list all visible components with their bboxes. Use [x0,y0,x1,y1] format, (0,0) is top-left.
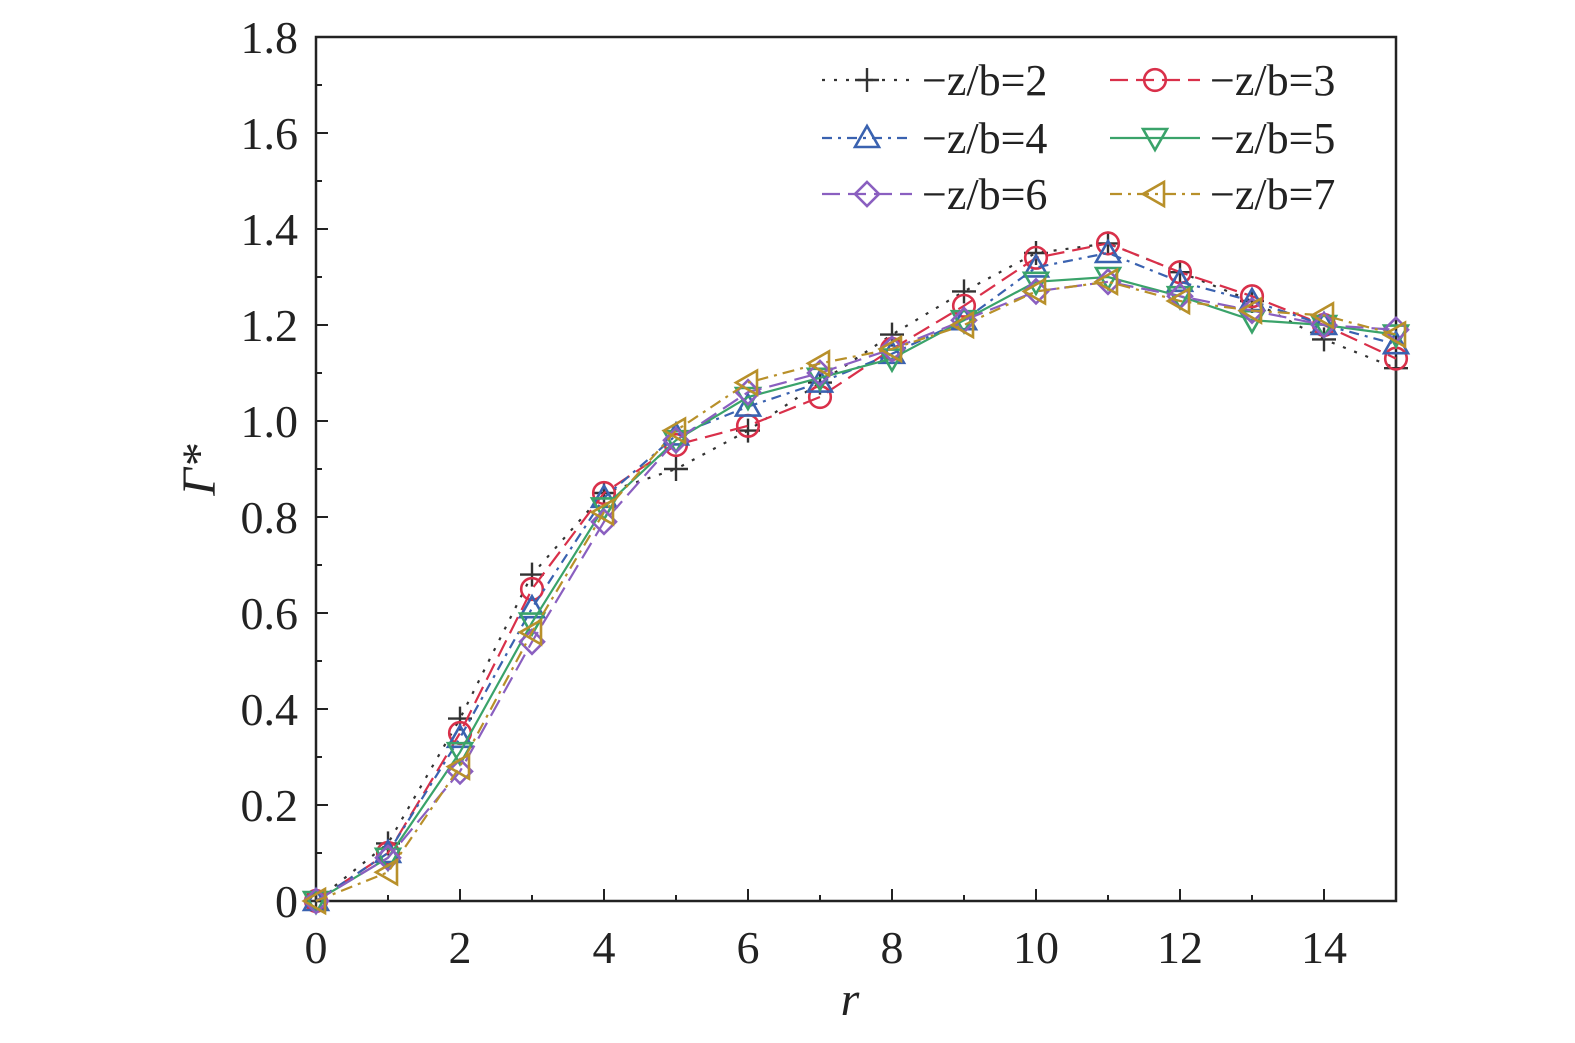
series-line [315,242,1397,902]
series-line [315,280,1397,902]
x-tick-label: 4 [593,922,616,973]
x-tick-label: 6 [737,922,760,973]
series-line [315,251,1397,902]
legend-item: −z/b=6 [822,170,1047,219]
series-2 [303,231,1409,914]
x-tick-label: 2 [449,922,472,973]
y-tick-label: 1.6 [241,108,299,159]
series-4 [301,266,1411,916]
y-tick-label: 1.0 [241,396,299,447]
marker-triangle-down [1021,271,1051,297]
legend-label: −z/b=2 [922,56,1047,105]
marker-triangle-up [733,391,763,417]
legend-label: −z/b=3 [1210,56,1335,105]
series-5 [302,267,1410,915]
y-tick-label: 1.2 [241,300,299,351]
y-tick-label: 0.4 [241,684,299,735]
marker-triangle-left [877,334,903,364]
legend-label: −z/b=6 [922,170,1047,219]
legend-item: −z/b=7 [1110,170,1335,219]
marker-triangle-down [517,612,547,638]
series-line [315,280,1397,903]
series-layer [301,231,1411,916]
marker-triangle-up [1093,238,1123,264]
marker-diamond [374,843,402,872]
marker-triangle-left [1309,301,1335,330]
marker-triangle-up [1165,267,1195,293]
marker-triangle-left [1165,286,1191,316]
marker-triangle-left [589,497,615,527]
marker-triangle-left [1093,267,1119,297]
marker-circle [519,576,545,602]
y-tick-label: 0.2 [241,780,299,831]
marker-triangle-left [445,752,471,781]
marker-triangle-left [1021,277,1047,306]
marker-triangle-up [1021,252,1051,278]
legend-item: −z/b=3 [1110,56,1335,105]
series-line [315,242,1397,902]
marker-triangle-left [949,310,975,340]
marker-plus [952,279,976,304]
marker-plus [855,68,879,92]
marker-triangle-down [373,847,403,873]
legend: −z/b=2 −z/b=3 −z/b=4 −z/b=5 −z/b=6 −z/b=7 [822,56,1335,219]
marker-triangle-down [301,890,331,916]
legend-label: −z/b=5 [1210,114,1335,163]
marker-plus [520,562,544,587]
y-tick-label: 1.4 [241,204,299,255]
marker-triangle-left [1237,296,1263,325]
marker-circle [591,480,617,506]
marker-plus [736,418,760,443]
marker-circle [1239,284,1265,309]
x-tick-label: 14 [1301,922,1347,973]
marker-triangle-left [733,368,759,397]
marker-plus [664,457,688,481]
marker-circle [1023,245,1049,270]
x-tick-label: 0 [305,922,328,973]
marker-triangle-left [373,857,399,887]
marker-diamond [853,180,881,208]
marker-circle [1095,231,1121,256]
y-tick-label: 0.8 [241,492,299,543]
series-line [315,275,1397,902]
y-axis-title: Γ* [173,444,226,496]
legend-item: −z/b=2 [822,56,1047,105]
x-tick-label: 8 [881,922,904,973]
y-tick-label: 0 [275,876,298,927]
marker-triangle-up [445,723,475,749]
x-tick-label: 12 [1157,922,1203,973]
marker-triangle-left [1140,179,1166,209]
x-axis-title: r [841,973,860,1026]
y-tick-label: 0.6 [241,588,299,639]
marker-triangle-left [517,617,543,647]
marker-triangle-left [301,886,327,916]
marker-circle [951,293,977,318]
marker-triangle-up [852,123,882,149]
series-6 [301,267,1407,916]
legend-label: −z/b=7 [1210,170,1335,219]
marker-circle [1142,67,1168,93]
marker-triangle-left [661,416,687,445]
series-3 [301,238,1411,912]
marker-triangle-down [1140,127,1170,153]
marker-triangle-up [517,593,547,619]
y-tick-label: 1.8 [241,12,299,63]
marker-triangle-left [1381,320,1407,349]
x-tick-label: 10 [1013,922,1059,973]
legend-item: −z/b=5 [1110,114,1335,163]
legend-label: −z/b=4 [922,114,1047,163]
marker-triangle-left [805,349,831,378]
plot-frame [314,35,1398,903]
x-axis-ticks: 0 2 4 6 8 10 12 14 [305,889,1397,973]
marker-triangle-up [1381,329,1411,355]
series-1 [304,231,1408,913]
y-axis-ticks: 0 0.2 0.4 0.6 0.8 1.0 1.2 1.4 1.6 1.8 [241,12,328,927]
legend-item: −z/b=4 [822,114,1047,163]
